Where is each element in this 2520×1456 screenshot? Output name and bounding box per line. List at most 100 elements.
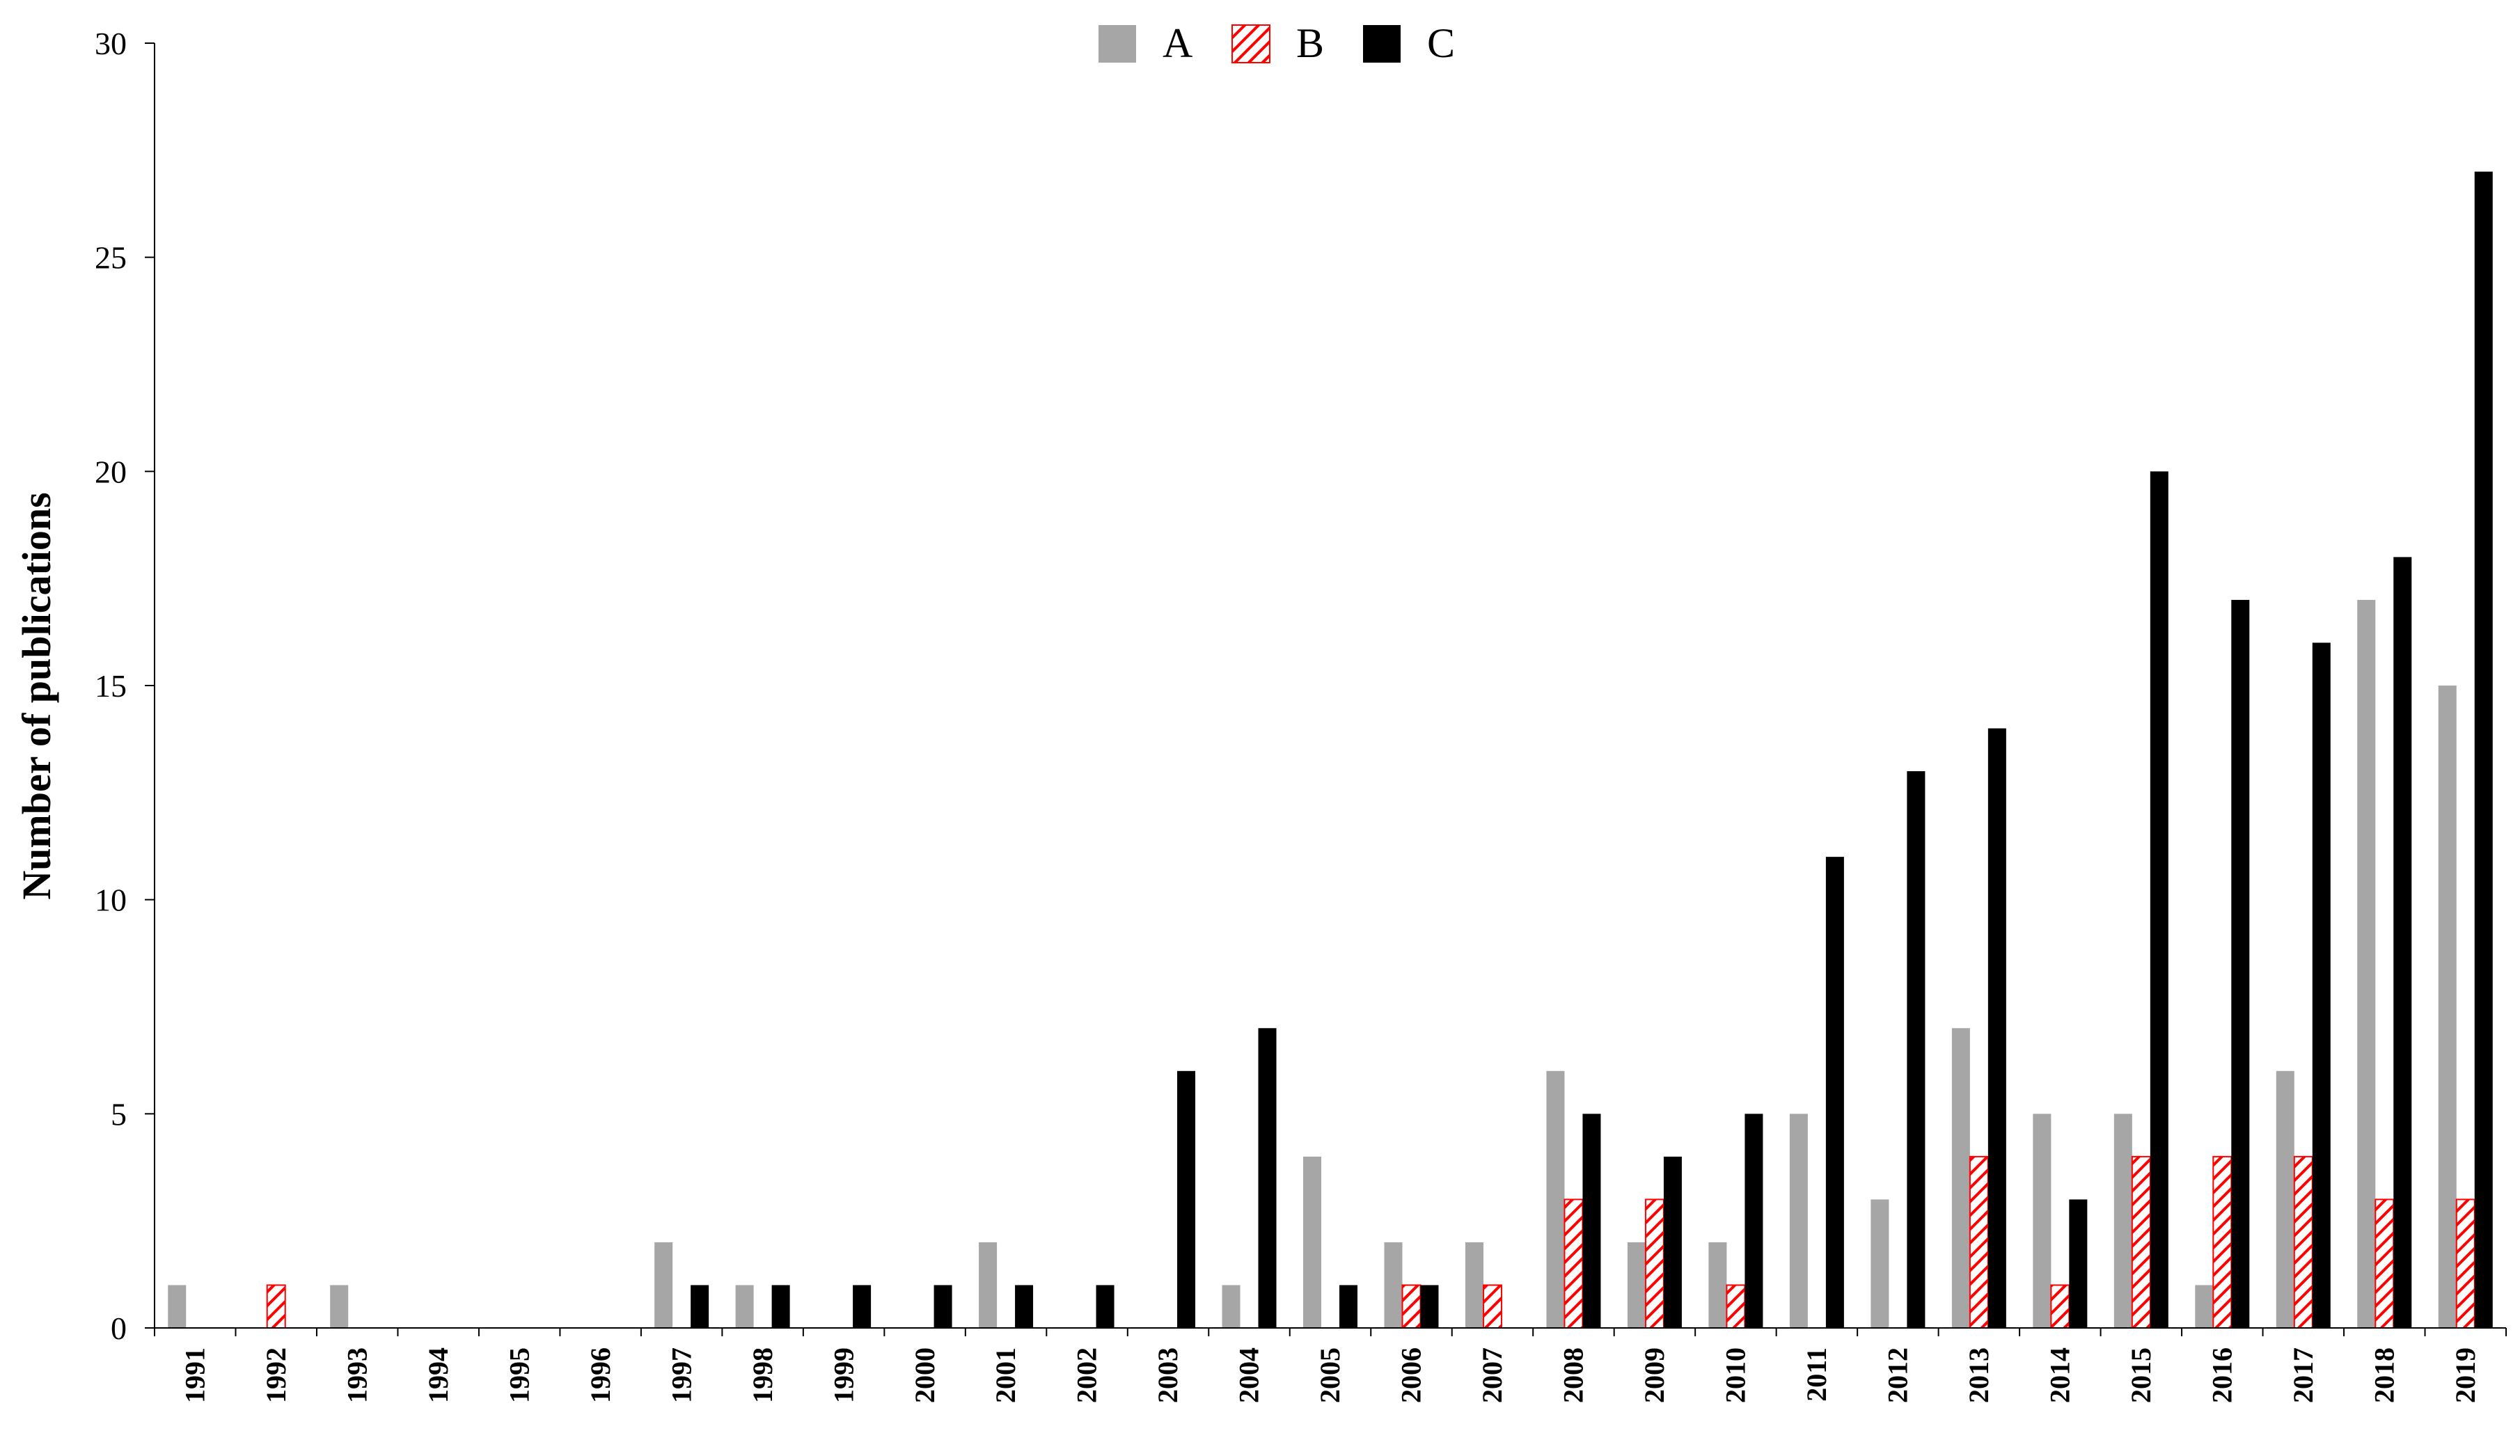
bar-a-2001 xyxy=(979,1242,998,1328)
x-tick-label: 2017 xyxy=(2287,1347,2319,1403)
bars xyxy=(168,171,2493,1329)
x-tick-label: 2011 xyxy=(1801,1347,1832,1402)
bar-b-2007 xyxy=(1482,1284,1502,1329)
x-tick-label: 2016 xyxy=(2206,1347,2237,1403)
x-tick-label: 2015 xyxy=(2125,1347,2157,1403)
bar-b-2010 xyxy=(1726,1284,1746,1329)
bar-a-1997 xyxy=(654,1242,673,1328)
bar-c-2008 xyxy=(1582,1114,1601,1328)
x-tick-label: 1992 xyxy=(260,1347,292,1403)
bar-c-2011 xyxy=(1825,857,1844,1328)
legend: A B C xyxy=(1098,20,1455,66)
bar-c-2012 xyxy=(1907,771,1926,1328)
x-tick-label: 2001 xyxy=(990,1347,1021,1403)
legend-label-b: B xyxy=(1296,20,1324,66)
bar-a-2015 xyxy=(2113,1114,2132,1328)
bar-c-2009 xyxy=(1663,1156,1682,1328)
bar-b-2006 xyxy=(1401,1284,1422,1329)
bar-a-2007 xyxy=(1465,1242,1483,1328)
legend-swatch-b xyxy=(1231,24,1270,63)
x-tick-label: 2006 xyxy=(1396,1347,1427,1403)
y-tick-label: 0 xyxy=(111,1311,127,1346)
x-tick-label: 1991 xyxy=(179,1347,210,1403)
bar-a-2006 xyxy=(1384,1242,1403,1328)
bar-c-2018 xyxy=(2393,557,2412,1328)
y-tick-label: 10 xyxy=(95,883,127,918)
y-tick-label: 15 xyxy=(95,668,127,704)
x-tick-label: 1995 xyxy=(503,1347,535,1403)
y-tick-label: 5 xyxy=(111,1096,127,1132)
x-tick-label: 2018 xyxy=(2368,1347,2400,1403)
bar-c-2019 xyxy=(2474,171,2493,1329)
bar-c-2004 xyxy=(1258,1028,1277,1328)
bar-b-2009 xyxy=(1644,1198,1664,1329)
x-tick-label: 2000 xyxy=(909,1347,940,1403)
bar-b-2018 xyxy=(2375,1198,2395,1329)
x-tick-label: 1999 xyxy=(828,1347,859,1403)
bar-b-2017 xyxy=(2293,1155,2313,1329)
bar-c-1997 xyxy=(691,1285,709,1328)
bar-b-1992 xyxy=(266,1284,286,1329)
bar-a-2005 xyxy=(1303,1156,1321,1328)
x-tick-label: 1993 xyxy=(341,1347,372,1403)
legend-label-c: C xyxy=(1427,20,1455,66)
bar-c-2010 xyxy=(1745,1114,1763,1328)
x-tick-label: 2013 xyxy=(1963,1347,1994,1403)
bar-b-2008 xyxy=(1564,1198,1584,1329)
bar-c-2017 xyxy=(2312,642,2331,1328)
bar-a-2019 xyxy=(2438,686,2457,1328)
bar-a-2013 xyxy=(1951,1028,1970,1328)
bar-c-2006 xyxy=(1420,1285,1439,1328)
x-tick-label: 2008 xyxy=(1558,1347,1589,1403)
bar-a-2004 xyxy=(1222,1285,1241,1328)
bar-c-2016 xyxy=(2231,599,2250,1328)
bar-c-1998 xyxy=(771,1285,790,1328)
bar-c-2000 xyxy=(934,1285,952,1328)
bar-a-2008 xyxy=(1546,1070,1565,1328)
x-tick-label: 1996 xyxy=(585,1347,616,1403)
y-tick-label: 20 xyxy=(95,454,127,489)
bar-b-2014 xyxy=(2050,1284,2070,1329)
bar-a-2018 xyxy=(2357,599,2376,1328)
legend-swatch-a xyxy=(1098,25,1136,63)
x-tick-label: 2009 xyxy=(1639,1347,1670,1403)
x-tick-label: 2002 xyxy=(1071,1347,1103,1403)
bar-a-2012 xyxy=(1871,1199,1889,1328)
x-tick-label: 1998 xyxy=(747,1347,778,1403)
bar-a-2017 xyxy=(2276,1070,2294,1328)
bar-a-2014 xyxy=(2033,1114,2052,1328)
y-axis-title: Number of publications xyxy=(14,492,59,899)
bar-b-2015 xyxy=(2131,1155,2151,1329)
y-axis: 0 5 10 15 20 25 30 xyxy=(95,26,155,1346)
x-tick-label: 2003 xyxy=(1152,1347,1183,1403)
legend-swatch-c xyxy=(1363,25,1401,63)
x-tick-label: 1994 xyxy=(423,1347,454,1403)
bar-c-1999 xyxy=(853,1285,872,1328)
y-tick-label: 25 xyxy=(95,240,127,276)
x-tick-label: 2014 xyxy=(2045,1347,2076,1403)
bar-c-2001 xyxy=(1015,1285,1034,1328)
x-tick-label: 2012 xyxy=(1882,1347,1914,1403)
bar-a-2011 xyxy=(1789,1114,1808,1328)
x-tick-label: 2010 xyxy=(1720,1347,1751,1403)
x-tick-label: 1997 xyxy=(666,1347,697,1403)
bar-a-2009 xyxy=(1627,1242,1646,1328)
bar-a-2016 xyxy=(2195,1285,2214,1328)
x-axis: 1991 1992 1993 1994 1995 1996 1997 1998 1999 2000… xyxy=(154,1327,2507,1403)
bar-a-1998 xyxy=(735,1285,754,1328)
bar-a-1991 xyxy=(168,1285,187,1328)
bar-a-1993 xyxy=(330,1285,349,1328)
bar-c-2014 xyxy=(2069,1199,2088,1328)
bar-b-2019 xyxy=(2455,1198,2475,1329)
bar-c-2003 xyxy=(1177,1070,1196,1328)
bar-a-2010 xyxy=(1708,1242,1727,1328)
bar-b-2013 xyxy=(1969,1155,1989,1329)
x-tick-label: 2005 xyxy=(1314,1347,1346,1403)
bar-c-2013 xyxy=(1987,728,2006,1328)
x-tick-label: 2004 xyxy=(1234,1347,1265,1403)
x-tick-label: 2019 xyxy=(2450,1347,2481,1403)
bar-c-2002 xyxy=(1096,1285,1115,1328)
bar-b-2016 xyxy=(2212,1155,2232,1329)
bar-c-2005 xyxy=(1339,1285,1357,1328)
